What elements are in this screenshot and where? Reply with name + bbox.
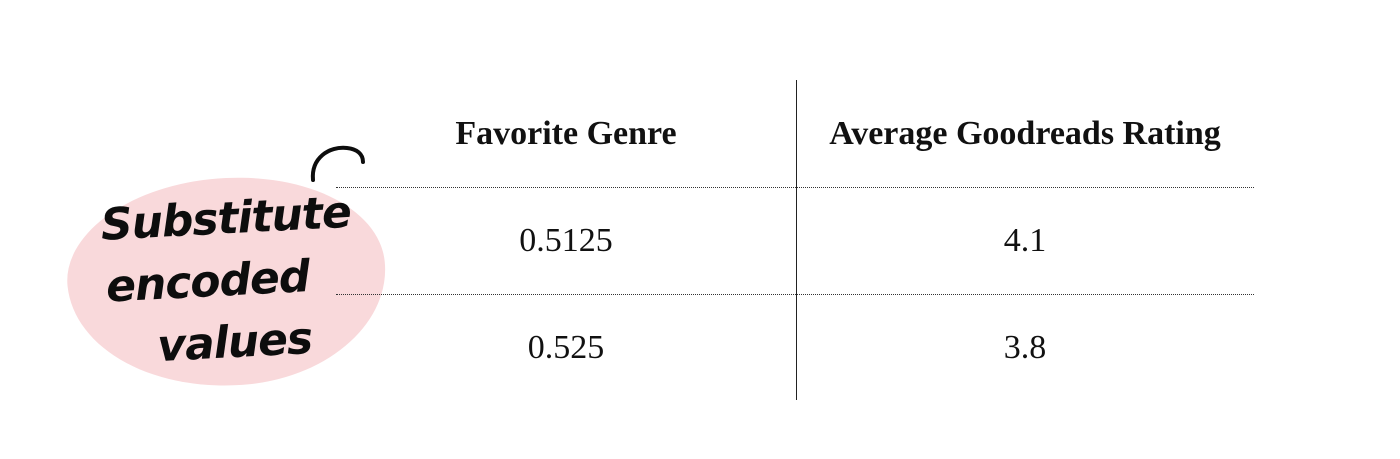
annotation-curl: [310, 145, 365, 182]
row-divider: [336, 187, 1254, 188]
table-cell: 3.8: [1003, 329, 1047, 366]
data-table: Favorite Genre Average Goodreads Rating …: [336, 80, 1254, 402]
table-cell: 0.525: [527, 329, 605, 366]
row-divider: [336, 294, 1254, 295]
column-divider: [796, 80, 797, 400]
header-favorite-genre: Favorite Genre: [455, 114, 677, 152]
header-average-goodreads-rating: Average Goodreads Rating: [829, 114, 1221, 152]
table-cell: 4.1: [1003, 221, 1047, 259]
annotation-note: Substitute encoded values: [99, 181, 368, 380]
annotation-line: values: [155, 313, 314, 373]
table-cell: 0.5125: [519, 221, 613, 259]
